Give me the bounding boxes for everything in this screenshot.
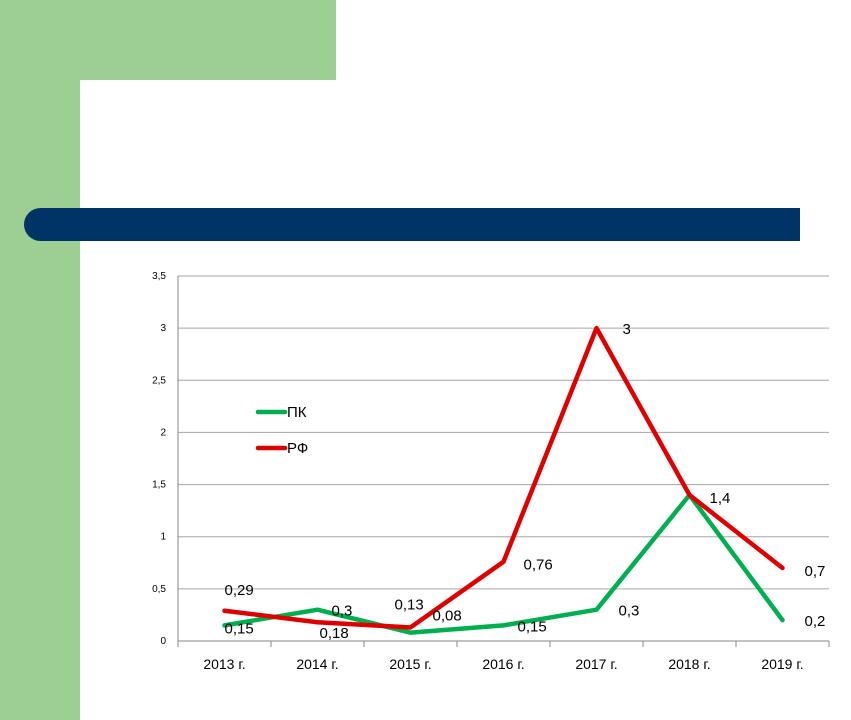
data-label-pk: 0,3 bbox=[332, 603, 353, 620]
data-label-pk: 0,15 bbox=[225, 620, 254, 637]
y-tick-label: 1 bbox=[160, 532, 166, 543]
background-green-left bbox=[0, 0, 80, 720]
data-label-rf: 0,7 bbox=[805, 563, 826, 580]
data-label-rf: 0,18 bbox=[320, 625, 349, 642]
title-bar bbox=[24, 208, 800, 241]
x-tick-label: 2019 г. bbox=[761, 656, 803, 672]
data-label-rf: 0,76 bbox=[524, 557, 553, 574]
y-tick-label: 3 bbox=[160, 323, 166, 334]
data-label-pk: 1,4 bbox=[710, 490, 731, 507]
legend-label-rf: РФ bbox=[287, 440, 308, 457]
y-tick-label: 3,5 bbox=[152, 271, 166, 282]
x-tick-label: 2018 г. bbox=[668, 656, 710, 672]
y-tick-label: 2 bbox=[160, 427, 166, 438]
data-label-pk: 0,08 bbox=[433, 608, 462, 625]
data-label-rf: 0,29 bbox=[225, 582, 254, 599]
y-tick-label: 2,5 bbox=[152, 375, 166, 386]
legend-label-pk: ПК bbox=[287, 404, 307, 421]
data-label-rf: 0,13 bbox=[395, 596, 424, 613]
data-label-pk: 0,3 bbox=[619, 603, 640, 620]
y-tick-label: 1,5 bbox=[152, 480, 166, 491]
x-tick-label: 2015 г. bbox=[389, 656, 431, 672]
data-label-pk: 0,15 bbox=[518, 618, 547, 635]
series-line-rf bbox=[222, 325, 785, 630]
x-tick-label: 2013 г. bbox=[203, 656, 245, 672]
x-tick-label: 2014 г. bbox=[296, 656, 338, 672]
data-label-pk: 0,2 bbox=[805, 613, 826, 630]
data-label-rf: 3 bbox=[623, 321, 631, 338]
x-tick-label: 2017 г. bbox=[575, 656, 617, 672]
y-tick-label: 0,5 bbox=[152, 584, 166, 595]
y-tick-label: 0 bbox=[160, 636, 166, 647]
content-panel bbox=[80, 80, 851, 720]
x-tick-label: 2016 г. bbox=[482, 656, 524, 672]
